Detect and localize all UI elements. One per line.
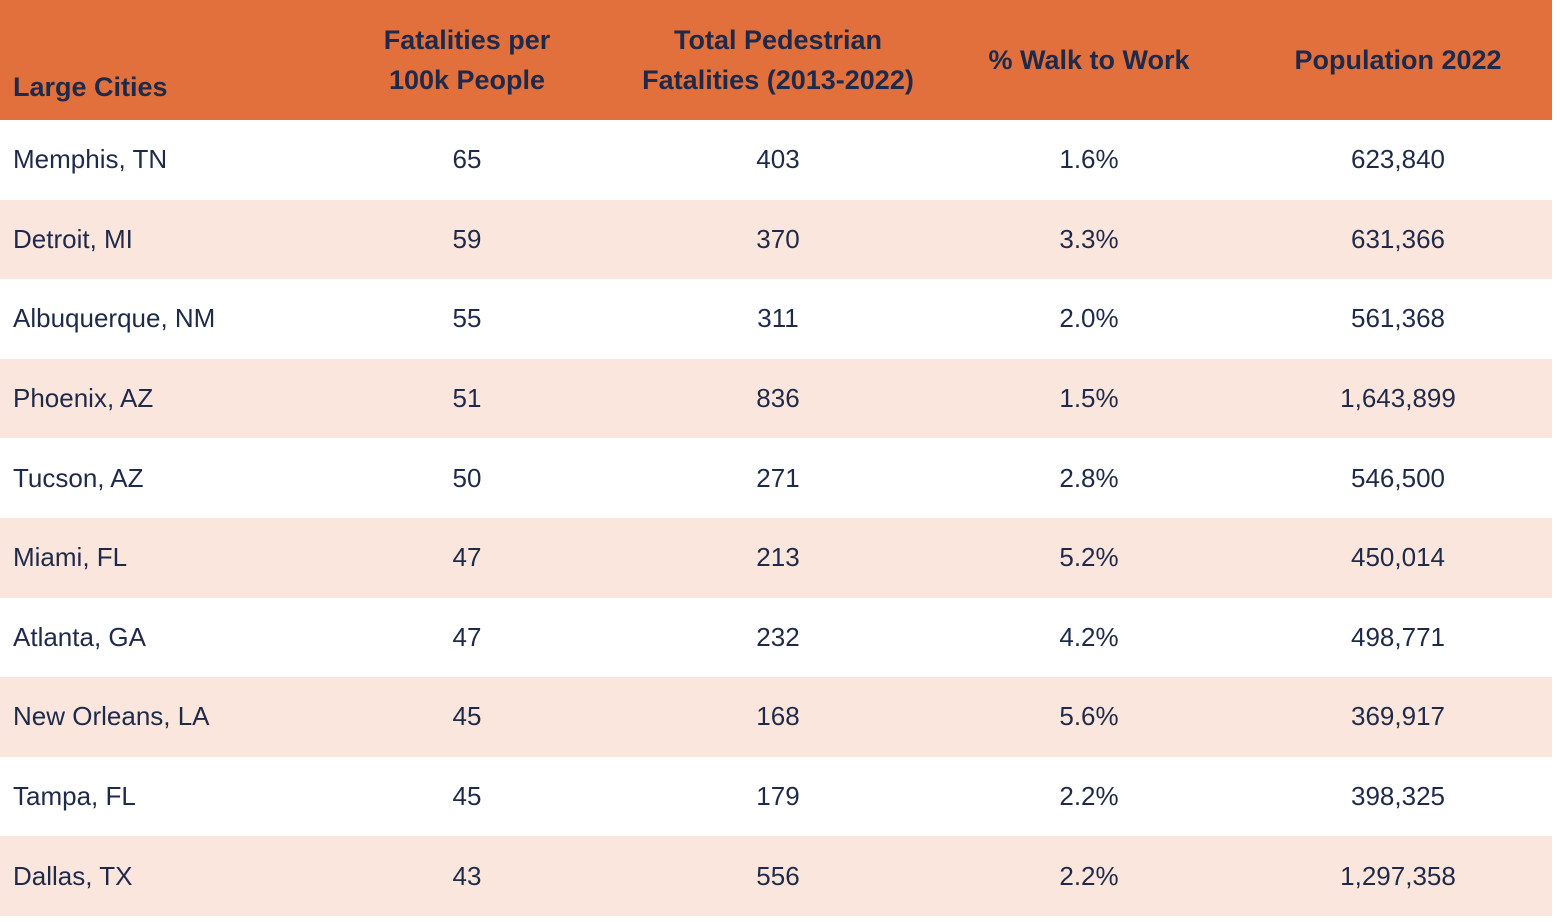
cell-population: 369,917 (1351, 701, 1445, 732)
cell-population: 623,840 (1351, 144, 1445, 175)
column-header-total-pedestrian-fatalities: Total Pedestrian Fatalities (2013-2022) (622, 0, 934, 120)
cell-total-fatalities: 403 (756, 144, 800, 175)
column-header-walk-to-work: % Walk to Work (934, 0, 1244, 120)
column-header-label: % Walk to Work (988, 45, 1190, 75)
cell-city: Albuquerque, NM (13, 303, 216, 334)
cell-walk-to-work: 1.5% (1059, 383, 1119, 414)
cell-fatalities-per-100k: 51 (452, 383, 482, 414)
cell-city: Memphis, TN (13, 144, 168, 175)
cell-walk-to-work: 2.2% (1059, 860, 1119, 891)
cell-city: Atlanta, GA (13, 621, 146, 652)
table-row: Albuquerque, NM 55 311 2.0% 561,368 (0, 279, 1552, 359)
table-row: Memphis, TN 65 403 1.6% 623,840 (0, 120, 1552, 200)
cell-fatalities-per-100k: 59 (452, 223, 482, 254)
cell-population: 1,643,899 (1340, 383, 1456, 414)
cell-walk-to-work: 1.6% (1059, 144, 1119, 175)
cell-fatalities-per-100k: 43 (452, 860, 482, 891)
cell-walk-to-work: 3.3% (1059, 223, 1119, 254)
cell-fatalities-per-100k: 65 (452, 144, 482, 175)
cell-population: 498,771 (1351, 621, 1445, 652)
column-header-label-line1: Fatalities per (383, 25, 551, 55)
cell-walk-to-work: 4.2% (1059, 621, 1119, 652)
cell-total-fatalities: 168 (756, 701, 800, 732)
table-row: Tucson, AZ 50 271 2.8% 546,500 (0, 438, 1552, 518)
column-header-fatalities-per-100k: Fatalities per 100k People (312, 0, 622, 120)
table-row: Detroit, MI 59 370 3.3% 631,366 (0, 199, 1552, 280)
cell-total-fatalities: 213 (756, 542, 800, 573)
cell-fatalities-per-100k: 45 (452, 701, 482, 732)
table-row: New Orleans, LA 45 168 5.6% 369,917 (0, 677, 1552, 757)
cell-fatalities-per-100k: 47 (452, 542, 482, 573)
column-header-population-2022: Population 2022 (1244, 0, 1552, 120)
cell-fatalities-per-100k: 45 (452, 781, 482, 812)
cell-total-fatalities: 232 (756, 621, 800, 652)
header-row: Large Cities Fatalities per 100k People … (0, 0, 1552, 120)
cell-population: 631,366 (1351, 223, 1445, 254)
cell-population: 1,297,358 (1340, 860, 1456, 891)
cell-city: Tampa, FL (13, 781, 136, 812)
cell-walk-to-work: 5.6% (1059, 701, 1119, 732)
cell-total-fatalities: 556 (756, 860, 800, 891)
cell-fatalities-per-100k: 55 (452, 303, 482, 334)
cell-total-fatalities: 311 (757, 303, 799, 334)
cell-city: Tucson, AZ (13, 462, 144, 493)
column-header-label-line2: 100k People (388, 65, 546, 95)
cell-fatalities-per-100k: 47 (452, 621, 482, 652)
cell-walk-to-work: 2.8% (1059, 462, 1119, 493)
cell-walk-to-work: 2.2% (1059, 781, 1119, 812)
table-row: Atlanta, GA 47 232 4.2% 498,771 (0, 597, 1552, 678)
column-header-large-cities: Large Cities (0, 0, 312, 120)
cell-total-fatalities: 836 (756, 383, 800, 414)
cell-city: New Orleans, LA (13, 701, 210, 732)
cell-fatalities-per-100k: 50 (452, 462, 482, 493)
cell-city: Dallas, TX (13, 860, 133, 891)
cell-population: 450,014 (1351, 542, 1445, 573)
cell-population: 546,500 (1351, 462, 1445, 493)
cell-total-fatalities: 179 (756, 781, 800, 812)
table-row: Dallas, TX 43 556 2.2% 1,297,358 (0, 836, 1552, 916)
cell-population: 561,368 (1351, 303, 1445, 334)
cell-total-fatalities: 271 (756, 462, 800, 493)
cell-walk-to-work: 5.2% (1059, 542, 1119, 573)
column-header-label-line1: Total Pedestrian (673, 25, 883, 55)
column-header-label: Population 2022 (1294, 45, 1502, 75)
cell-total-fatalities: 370 (756, 223, 800, 254)
cell-city: Miami, FL (13, 542, 128, 573)
table-row: Tampa, FL 45 179 2.2% 398,325 (0, 756, 1552, 837)
column-header-label-line2: Fatalities (2013-2022) (642, 65, 914, 95)
table-row: Phoenix, AZ 51 836 1.5% 1,643,899 (0, 358, 1552, 439)
table-row: Miami, FL 47 213 5.2% 450,014 (0, 517, 1552, 598)
cell-walk-to-work: 2.0% (1059, 303, 1119, 334)
cell-city: Detroit, MI (13, 223, 133, 254)
cell-population: 398,325 (1351, 781, 1445, 812)
cell-city: Phoenix, AZ (13, 383, 154, 414)
column-header-label: Large Cities (13, 72, 168, 102)
